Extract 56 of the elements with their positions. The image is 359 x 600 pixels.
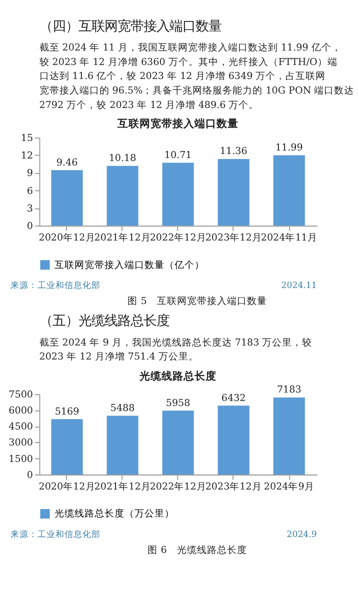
y-tick-label: 7500: [8, 389, 34, 400]
y-tick-label: 6000: [8, 406, 34, 417]
x-tick-label: 2021年12月: [94, 231, 151, 244]
data-label: 10.18: [108, 153, 136, 164]
y-tick-label: 3000: [8, 438, 34, 449]
x-tick-label: 2023年12月: [205, 480, 262, 492]
y-tick-label: 0: [26, 220, 34, 232]
data-label: 10.71: [164, 150, 192, 161]
chart-title: 光缆线路总长度: [138, 369, 217, 382]
bar: [273, 398, 305, 475]
y-tick-label: 15: [20, 132, 34, 144]
x-tick-label: 2024年9月: [264, 480, 314, 492]
x-tick-label: 2021年12月: [94, 480, 151, 492]
bar: [218, 406, 250, 475]
bar: [162, 162, 194, 226]
data-label: 11.36: [220, 146, 248, 158]
source-note: 来源：工业和信息化部: [10, 528, 101, 540]
bar: [106, 166, 138, 226]
data-label: 11.99: [275, 142, 303, 154]
text: 截至 2024 年 11 月，我国互联网宽带接入端口数达到 11.99 亿个，较 2023 年 12 月净增 6360 万个。其中，光纤接入（FTTH/O）端口达到 11.6 亿个，较 2023 年 12 月净增 6349 万个，占互联网宽带接入端口的 96.5%；具备千兆网络服务能力的 10G PON 端口数达 2792 万个，较 2023 年 12 月净增 489.6 万个。: [39, 41, 354, 111]
bar: [106, 416, 138, 475]
bar: [273, 155, 305, 226]
bar: [51, 170, 83, 226]
y-tick-label: 9: [26, 168, 34, 180]
data-label: 6432: [221, 392, 246, 404]
y-tick-label: 1500: [8, 454, 34, 465]
caption: 图 5 互联网宽带接入端口数量: [128, 295, 267, 308]
x-tick-label: 2022年12月: [150, 480, 206, 492]
legend-label: 互联网宽带接入端口数量（亿个）: [54, 258, 205, 271]
text: （四）互联网宽带接入端口数量: [39, 18, 222, 34]
bar: [218, 158, 250, 226]
y-tick-label: 4500: [8, 422, 34, 433]
data-label: 5488: [110, 402, 135, 414]
y-tick-label: 6: [26, 186, 34, 197]
legend-label: 光缆线路总长度（万公里）: [54, 508, 175, 520]
text: 2024.11: [281, 280, 317, 291]
x-tick-label: 2020年12月: [38, 231, 96, 244]
x-tick-label: 2020年12月: [38, 480, 96, 492]
x-tick-label: 2023年12月: [205, 231, 262, 244]
source-note: 来源：工业和信息化部: [10, 280, 101, 291]
caption: 图 6 光缆线路总长度: [148, 544, 247, 556]
data-label: 7183: [276, 384, 302, 396]
y-tick-label: 12: [20, 150, 34, 162]
text: 截至 2024 年 9 月，我国光缆线路总长度达 7183 万公里，较 2023 年 12 月净增 751.4 万公里。: [39, 336, 312, 363]
bar: [51, 419, 83, 475]
data-label: 5958: [166, 398, 190, 409]
chart-title: 互联网宽带接入端口数量: [116, 117, 239, 130]
data-label: 5169: [54, 406, 80, 418]
bar: [162, 410, 194, 475]
y-tick-label: 3: [26, 203, 34, 214]
y-tick-label: 0: [26, 470, 34, 481]
text: （五）光缆线路总长度: [39, 313, 170, 330]
data-label: 9.46: [56, 157, 78, 168]
x-tick-label: 2022年12月: [150, 231, 206, 244]
x-tick-label: 2024年11月: [260, 231, 318, 244]
text: 2024.9: [286, 530, 317, 540]
